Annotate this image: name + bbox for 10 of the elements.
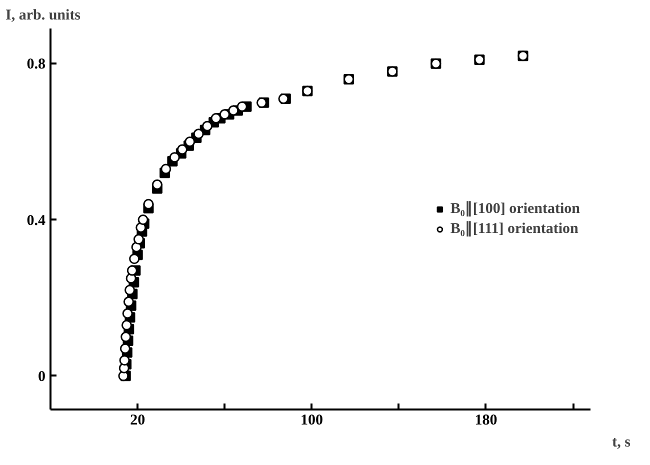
legend-label: B₀∥[100] orientation bbox=[450, 200, 580, 218]
y-axis-title: I, arb. units bbox=[6, 8, 81, 24]
y-tick-label: 0 bbox=[38, 368, 46, 385]
x-tick-label: 180 bbox=[474, 412, 498, 428]
x-tick-label: 20 bbox=[130, 412, 146, 428]
y-tick-label: 0.4 bbox=[26, 212, 46, 229]
legend-label: B₀∥[111] orientation bbox=[450, 220, 578, 238]
y-tick-label: 0.8 bbox=[26, 56, 46, 73]
x-tick-label: 100 bbox=[300, 412, 324, 428]
x-axis-title: t, s bbox=[612, 434, 631, 450]
